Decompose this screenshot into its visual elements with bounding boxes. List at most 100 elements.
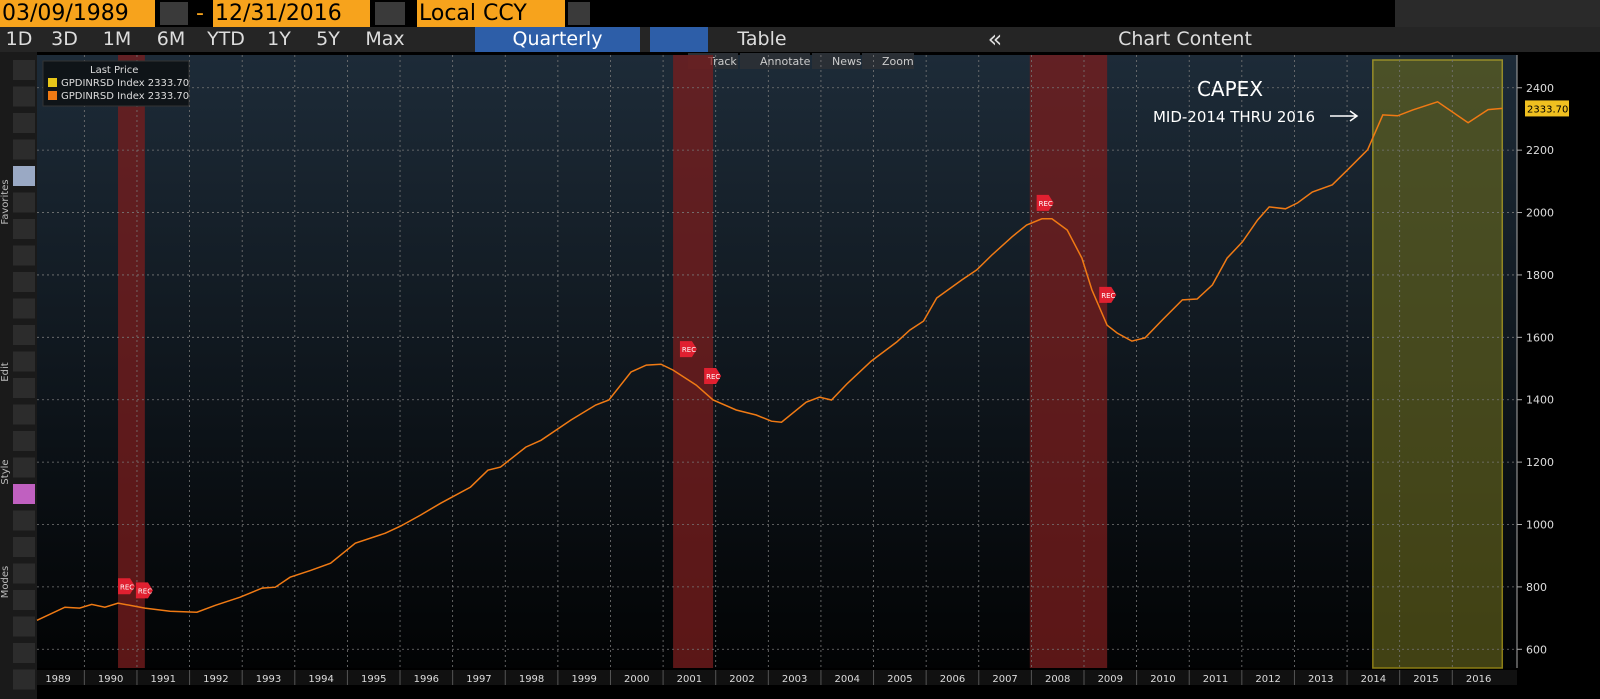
tool-button[interactable] [13, 563, 35, 584]
x-tick-label: 2014 [1361, 674, 1386, 685]
x-tick-label: 1999 [571, 674, 596, 685]
x-tick-label: 1996 [414, 674, 439, 685]
x-tick-label: 2000 [624, 674, 649, 685]
chart-view-button[interactable] [650, 27, 708, 52]
highlight-band [1372, 59, 1504, 669]
chart-tool[interactable] [862, 53, 914, 69]
chart-tool[interactable] [812, 53, 860, 69]
rec-marker [679, 341, 697, 358]
end-date[interactable]: 12/31/2016 [213, 0, 370, 27]
tool-button[interactable] [13, 245, 35, 266]
annotation-title: CAPEX [1197, 77, 1263, 101]
tool-button[interactable] [13, 86, 35, 107]
calendar-button[interactable] [375, 2, 405, 25]
legend-title: Last Price [90, 65, 138, 76]
tool-button[interactable] [13, 325, 35, 345]
toolbar [0, 27, 1600, 52]
tool-button[interactable] [13, 590, 35, 610]
recession-band [1029, 55, 1108, 668]
annotation-arrow [1330, 110, 1359, 122]
chart-content[interactable]: Chart Content [1118, 28, 1252, 50]
table-button[interactable]: Table [737, 28, 787, 50]
tool-button[interactable] [13, 378, 35, 398]
period-button[interactable]: 6M [156, 28, 186, 50]
plot-background [37, 55, 1517, 668]
tool-button[interactable] [13, 669, 35, 690]
x-tick-label: 2001 [677, 674, 702, 685]
tool-button[interactable] [13, 351, 35, 372]
tool-button[interactable] [13, 113, 35, 133]
legend-swatch [48, 91, 57, 100]
legend-box [42, 60, 190, 107]
period-button[interactable]: 1M [102, 28, 132, 50]
start-date[interactable]: 03/09/1989 [0, 0, 155, 27]
y-tick-label: 1800 [1526, 269, 1554, 282]
period-button[interactable]: YTD [207, 28, 245, 50]
chart-tool-label: News [832, 55, 862, 68]
y-tick-label: 1200 [1526, 456, 1554, 469]
tool-button[interactable] [13, 298, 35, 319]
tool-button[interactable] [13, 272, 35, 292]
x-tick-label: 1998 [519, 674, 544, 685]
rec-label: REC [706, 373, 720, 381]
y-tick-label: 2000 [1526, 207, 1554, 220]
collapse-button[interactable]: « [987, 25, 1003, 53]
rec-label: REC [138, 587, 152, 595]
rec-label: REC [682, 346, 696, 354]
x-tick-label: 2006 [940, 674, 965, 685]
legend-label: GPDINRSD Index 2333.70 [61, 91, 189, 102]
rec-marker [1099, 286, 1117, 303]
tool-button[interactable] [13, 510, 35, 531]
x-tick-label: 2007 [992, 674, 1017, 685]
period-button[interactable]: 1D [5, 28, 33, 50]
period-button[interactable]: 3D [51, 28, 78, 50]
period-button[interactable]: Max [365, 28, 405, 50]
currency-dropdown[interactable] [568, 2, 590, 25]
date-dash: - [196, 1, 204, 26]
y-tick-label: 1400 [1526, 394, 1554, 407]
y-tick-label: 1600 [1526, 331, 1554, 344]
legend-swatch [48, 78, 57, 87]
annotation-text: MID-2014 THRU 2016 [1153, 108, 1315, 126]
currency[interactable]: Local CCY [417, 0, 565, 27]
undo-redo[interactable] [1395, 0, 1600, 27]
tool-button[interactable] [13, 484, 35, 504]
rec-label: REC [120, 583, 134, 591]
y-tick-label: 1000 [1526, 518, 1554, 531]
tool-button[interactable] [13, 457, 35, 478]
x-tick-label: 1994 [308, 674, 333, 685]
tool-button[interactable] [13, 537, 35, 557]
rec-marker [1036, 194, 1054, 211]
x-tick-label: 1991 [151, 674, 176, 685]
x-axis-strip [37, 670, 1517, 685]
frequency[interactable]: Quarterly [475, 27, 640, 52]
x-tick-label: 2013 [1308, 674, 1333, 685]
tool-button[interactable] [13, 643, 35, 663]
x-tick-label: 2003 [782, 674, 807, 685]
chart-tool-label: Track [707, 55, 737, 68]
calendar-button[interactable] [160, 2, 188, 25]
rec-marker [135, 582, 153, 599]
y-tick-label: 600 [1526, 643, 1547, 656]
last-price-box [1525, 100, 1569, 117]
tool-button[interactable] [13, 431, 35, 451]
tool-button[interactable] [13, 616, 35, 637]
tool-button[interactable] [13, 192, 35, 213]
period-button[interactable]: 5Y [316, 28, 340, 50]
side-section-label: Modes [0, 566, 11, 598]
x-tick-label: 2012 [1255, 674, 1280, 685]
x-tick-label: 1989 [45, 674, 70, 685]
x-tick-label: 1993 [256, 674, 281, 685]
tool-button[interactable] [13, 60, 35, 80]
y-tick-label: 800 [1526, 581, 1547, 594]
data-line [36, 100, 1503, 621]
chart-tool[interactable] [740, 53, 810, 69]
tool-button[interactable] [13, 166, 35, 186]
x-tick-label: 1995 [361, 674, 386, 685]
tool-button[interactable] [13, 404, 35, 425]
period-button[interactable]: 1Y [267, 28, 291, 50]
side-section-label: Favorites [0, 179, 11, 224]
tool-button[interactable] [13, 219, 35, 239]
tool-button[interactable] [13, 139, 35, 160]
